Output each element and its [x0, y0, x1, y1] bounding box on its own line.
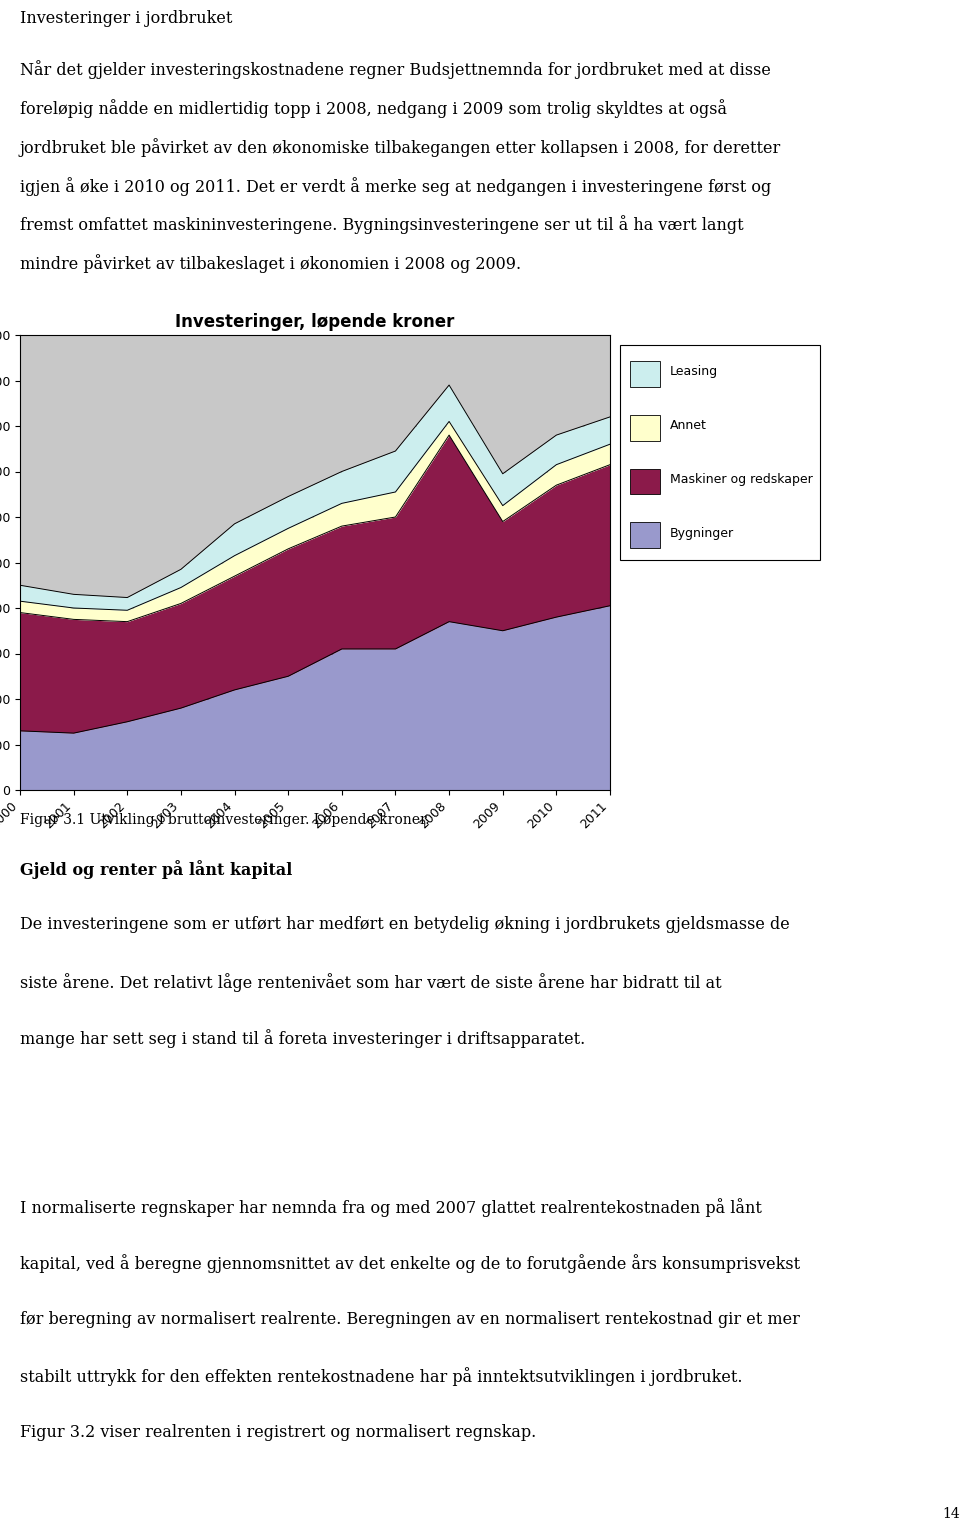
- Text: Investeringer i jordbruket: Investeringer i jordbruket: [20, 11, 232, 28]
- Text: fremst omfattet maskininvesteringene. Bygningsinvesteringene ser ut til å ha vær: fremst omfattet maskininvesteringene. By…: [20, 215, 744, 234]
- Text: Bygninger: Bygninger: [670, 527, 734, 539]
- Bar: [630, 469, 660, 495]
- Text: Leasing: Leasing: [670, 366, 718, 378]
- Text: 14: 14: [943, 1506, 960, 1520]
- Text: stabilt uttrykk for den effekten rentekostnadene har på inntektsutviklingen i jo: stabilt uttrykk for den effekten renteko…: [20, 1368, 742, 1386]
- Text: mindre påvirket av tilbakeslaget i økonomien i 2008 og 2009.: mindre påvirket av tilbakeslaget i økono…: [20, 254, 521, 274]
- Bar: [630, 361, 660, 387]
- Title: Investeringer, løpende kroner: Investeringer, løpende kroner: [176, 312, 455, 330]
- Text: igjen å øke i 2010 og 2011. Det er verdt å merke seg at nedgangen i investeringe: igjen å øke i 2010 og 2011. Det er verdt…: [20, 177, 771, 195]
- FancyBboxPatch shape: [620, 344, 820, 559]
- Text: jordbruket ble påvirket av den økonomiske tilbakegangen etter kollapsen i 2008, : jordbruket ble påvirket av den økonomisk…: [20, 138, 781, 157]
- Bar: [630, 523, 660, 549]
- Text: Annet: Annet: [670, 420, 707, 432]
- Text: I normaliserte regnskaper har nemnda fra og med 2007 glattet realrentekostnaden : I normaliserte regnskaper har nemnda fra…: [20, 1199, 762, 1217]
- Bar: [630, 415, 660, 441]
- Text: Figur 3.1 Utvikling i bruttoinvesteringer. Løpende kroner.: Figur 3.1 Utvikling i bruttoinvesteringe…: [20, 813, 429, 827]
- Text: kapital, ved å beregne gjennomsnittet av det enkelte og de to forutgående års ko: kapital, ved å beregne gjennomsnittet av…: [20, 1254, 800, 1274]
- Text: Når det gjelder investeringskostnadene regner Budsjettnemnda for jordbruket med : Når det gjelder investeringskostnadene r…: [20, 60, 771, 80]
- Text: mange har sett seg i stand til å foreta investeringer i driftsapparatet.: mange har sett seg i stand til å foreta …: [20, 1030, 586, 1048]
- Text: før beregning av normalisert realrente. Beregningen av en normalisert rentekostn: før beregning av normalisert realrente. …: [20, 1311, 800, 1328]
- Text: Figur 3.2 viser realrenten i registrert og normalisert regnskap.: Figur 3.2 viser realrenten i registrert …: [20, 1423, 537, 1440]
- Text: Gjeld og renter på lånt kapital: Gjeld og renter på lånt kapital: [20, 861, 292, 879]
- Text: siste årene. Det relativt låge rentenivået som har vært de siste årene har bidra: siste årene. Det relativt låge rentenivå…: [20, 973, 722, 991]
- Text: Maskiner og redskaper: Maskiner og redskaper: [670, 473, 813, 486]
- Text: foreløpig nådde en midlertidig topp i 2008, nedgang i 2009 som trolig skyldtes a: foreløpig nådde en midlertidig topp i 20…: [20, 98, 727, 118]
- Text: De investeringene som er utført har medført en betydelig økning i jordbrukets gj: De investeringene som er utført har medf…: [20, 916, 790, 933]
